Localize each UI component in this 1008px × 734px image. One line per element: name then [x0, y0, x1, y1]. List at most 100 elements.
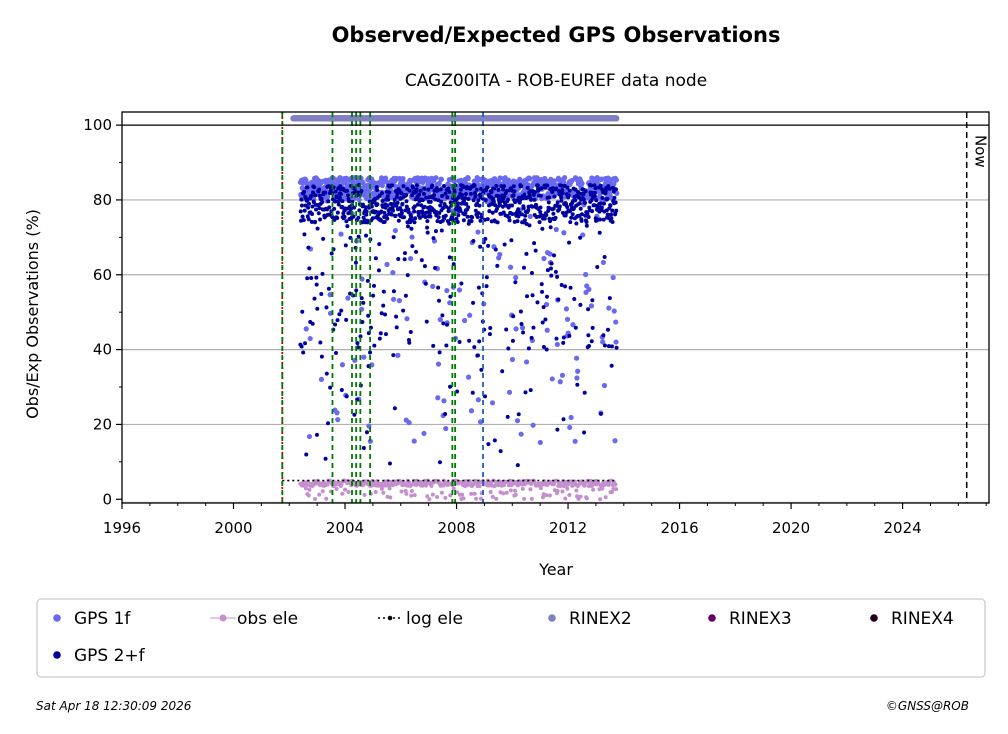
- gps-2f-point: [501, 210, 506, 215]
- gps-1f-point: [407, 255, 414, 262]
- gps-2f-point: [607, 186, 612, 191]
- gps-2f-point: [478, 244, 483, 249]
- gps-2f-point: [509, 238, 514, 243]
- obs-ele-point: [611, 487, 616, 492]
- gps-1f-point: [553, 226, 559, 233]
- gps-2f-point: [573, 198, 578, 203]
- gps-2f-point: [310, 212, 315, 217]
- gps-2f-point: [505, 414, 510, 419]
- gps-2f-point: [561, 417, 566, 422]
- gps-2f-point: [484, 284, 489, 289]
- chart-title: Observed/Expected GPS Observations: [332, 23, 781, 47]
- gps-2f-point: [527, 223, 532, 228]
- gps-2f-point: [324, 371, 329, 376]
- gps-2f-point: [560, 188, 565, 193]
- gps-1f-point: [611, 308, 617, 314]
- now-label: Now: [972, 135, 990, 168]
- gps-2f-point: [582, 390, 587, 395]
- gps-1f-point: [600, 339, 606, 345]
- gps-2f-point: [539, 186, 544, 191]
- gps-2f-point: [445, 195, 450, 200]
- gps-2f-point: [548, 219, 553, 224]
- gps-2f-point: [506, 346, 511, 351]
- gps-2f-point: [605, 197, 610, 202]
- gps-2f-point: [393, 213, 398, 218]
- gps-2f-point: [477, 203, 482, 208]
- gps-2f-point: [602, 254, 607, 259]
- gps-2f-point: [318, 217, 323, 222]
- gps-2f-point: [326, 286, 331, 291]
- gps-2f-point: [566, 193, 571, 198]
- gps-2f-point: [417, 192, 422, 197]
- gps-1f-point: [545, 191, 551, 197]
- legend-marker: [870, 614, 878, 622]
- gps-1f-point: [468, 408, 475, 414]
- gps-2f-point: [526, 208, 531, 213]
- x-tick-label: 2008: [437, 519, 475, 537]
- gps-2f-point: [579, 218, 584, 223]
- gps-2f-point: [402, 251, 407, 256]
- gps-2f-point: [519, 184, 524, 189]
- obs-ele-point: [469, 491, 474, 496]
- chart-subtitle: CAGZ00ITA - ROB-EUREF data node: [405, 71, 707, 91]
- gps-2f-point: [456, 201, 461, 206]
- gps-2f-point: [335, 318, 340, 323]
- gps-2f-point: [516, 214, 521, 219]
- gps-2f-point: [510, 338, 515, 343]
- gps-2f-point: [460, 192, 465, 197]
- gps-2f-point: [326, 421, 331, 426]
- gps-1f-point: [509, 356, 516, 363]
- gps-2f-point: [456, 195, 461, 200]
- gps-2f-point: [382, 219, 387, 224]
- gps-2f-point: [401, 308, 406, 313]
- gps-2f-point: [317, 206, 322, 211]
- gps-2f-point: [475, 353, 480, 358]
- gps-2f-point: [609, 344, 614, 349]
- gps-1f-point: [557, 379, 563, 385]
- gps-2f-point: [595, 265, 600, 270]
- gps-2f-point: [544, 213, 549, 218]
- gps-1f-point: [390, 296, 397, 302]
- gps-1f-point: [561, 230, 567, 236]
- gps-2f-point: [540, 289, 545, 294]
- gps-2f-point: [484, 275, 489, 280]
- gps-2f-point: [577, 191, 582, 196]
- gps-2f-point: [593, 190, 598, 195]
- gps-1f-point: [338, 176, 344, 182]
- gps-2f-point: [323, 456, 328, 461]
- gps-2f-point: [471, 198, 476, 203]
- gps-2f-point: [516, 412, 521, 417]
- gps-2f-point: [542, 216, 547, 221]
- gps-1f-point: [610, 274, 616, 281]
- gps-2f-point: [343, 243, 348, 248]
- gps-2f-point: [392, 406, 397, 411]
- gps-2f-point: [299, 344, 304, 349]
- gps-2f-point: [396, 218, 401, 223]
- gps-2f-point: [602, 343, 607, 348]
- gps-1f-point: [339, 362, 346, 368]
- gps-2f-point: [394, 325, 399, 330]
- gps-2f-point: [372, 343, 377, 348]
- legend-log-ele-marker: [387, 615, 393, 621]
- gps-2f-point: [598, 201, 603, 206]
- obs-ele-point: [513, 488, 518, 493]
- obs-ele-point: [435, 495, 440, 500]
- gps-2f-point: [573, 325, 578, 330]
- legend: GPS 1f obs ele log ele RINEX2 RINEX3 RINEX4 GP…: [53, 609, 954, 666]
- gps-1f-point: [606, 305, 612, 311]
- gps-2f-point: [428, 214, 433, 219]
- gps-2f-point: [425, 225, 430, 230]
- gps-2f-point: [466, 205, 471, 210]
- x-tick-label: 2000: [214, 519, 252, 537]
- gps-1f-point: [508, 264, 514, 270]
- gps-2f-point: [315, 226, 320, 231]
- gps-2f-point: [437, 350, 442, 355]
- gps-2f-point: [378, 331, 383, 336]
- gps-2f-point: [559, 183, 564, 188]
- gps-2f-point: [408, 329, 413, 334]
- obs-ele-point: [563, 496, 568, 501]
- gps-2f-point: [447, 189, 452, 194]
- gps-2f-point: [302, 232, 307, 237]
- gps-2f-point: [594, 198, 599, 203]
